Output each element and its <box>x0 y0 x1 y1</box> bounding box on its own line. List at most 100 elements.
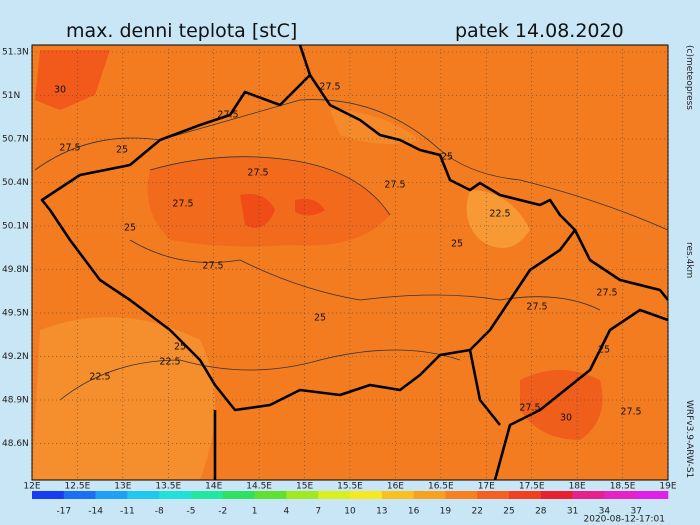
contour-label: 27.5 <box>217 110 238 121</box>
cool-area <box>330 110 420 144</box>
lon-label: 17E <box>478 482 495 492</box>
lat-label: 49.5N <box>2 309 29 319</box>
colorbar-swatch <box>159 491 192 499</box>
contour-label: 27.5 <box>172 199 193 210</box>
colorbar-label: 10 <box>344 507 356 517</box>
contour-label: 25 <box>314 313 326 324</box>
colorbar-label: 16 <box>408 507 420 517</box>
lat-label: 50.1N <box>2 222 29 232</box>
contour-label: 25 <box>124 223 136 234</box>
contour-label: 22.5 <box>89 372 110 383</box>
colorbar-swatch <box>63 491 96 499</box>
lat-label: 50.4N <box>2 178 29 188</box>
contour-label: 27.5 <box>384 180 405 191</box>
contour-label: 25 <box>174 342 186 353</box>
colorbar-label: 22 <box>471 507 482 517</box>
colorbar-swatch <box>477 491 510 499</box>
lon-label: 14.5E <box>246 482 272 492</box>
contour-label: 22.5 <box>159 357 180 368</box>
colorbar-label: -17 <box>56 507 71 517</box>
run-timestamp: 2020-08-12-17:01 <box>584 515 666 525</box>
lon-label: 16E <box>387 482 404 492</box>
lat-label: 51N <box>2 91 20 101</box>
colorbar-label: 1 <box>252 507 258 517</box>
contours <box>34 99 668 401</box>
lon-label: 19E <box>659 482 676 492</box>
lon-label: 18.5E <box>610 482 636 492</box>
hot-area <box>240 194 275 228</box>
colorbar-label: 34 <box>599 507 611 517</box>
lon-label: 13E <box>114 482 131 492</box>
copyright: (c)meteopress <box>684 45 694 110</box>
lon-label: 13.5E <box>155 482 181 492</box>
hot-area <box>295 198 325 216</box>
model-name: WRFv3.9-ARW-S1 <box>684 400 694 478</box>
contour-label: 25 <box>598 345 610 356</box>
contour-label: 25 <box>441 152 453 163</box>
colorbar-label: 31 <box>567 507 578 517</box>
contour-label: 27.5 <box>596 288 617 299</box>
lon-label: 16.5E <box>428 482 454 492</box>
colorbar-swatch <box>445 491 478 499</box>
colorbar-label: -8 <box>155 507 164 517</box>
colorbar-label: 28 <box>535 507 547 517</box>
colorbar-swatch <box>350 491 383 499</box>
contour-label: 25 <box>116 145 128 156</box>
cool-area <box>32 317 215 480</box>
colorbar-swatch <box>604 491 637 499</box>
contour-label: 22.5 <box>489 209 510 220</box>
lat-label: 49.2N <box>2 352 29 362</box>
lon-label: 14E <box>205 482 222 492</box>
contour-label: 30 <box>54 85 66 96</box>
cool-area <box>466 190 530 248</box>
map-date: patek 14.08.2020 <box>455 20 624 42</box>
contour-label: 27.5 <box>319 82 340 93</box>
lon-label: 12E <box>23 482 40 492</box>
colorbar-label: 13 <box>376 507 387 517</box>
lat-label: 48.6N <box>2 439 29 449</box>
colorbar-label: -5 <box>187 507 196 517</box>
colorbar-swatch <box>540 491 573 499</box>
contour-label: 25 <box>451 239 463 250</box>
warm-area <box>35 50 110 110</box>
lon-label: 12.5E <box>65 482 91 492</box>
lon-label: 18E <box>569 482 586 492</box>
lat-label: 49.8N <box>2 265 29 275</box>
contour-label: 27.5 <box>620 407 641 418</box>
colorbar-swatch <box>572 491 605 499</box>
resolution: res.4km <box>684 242 694 278</box>
colorbar-swatch <box>413 491 446 499</box>
colorbar-label: -14 <box>88 507 103 517</box>
colorbar-swatch <box>222 491 255 499</box>
colorbar-swatch <box>509 491 542 499</box>
colorbar-label: -11 <box>120 507 135 517</box>
contour-label: 27.5 <box>202 261 223 272</box>
colorbar-label: 7 <box>315 507 321 517</box>
colorbar-swatch <box>191 491 224 499</box>
lon-label: 15E <box>296 482 313 492</box>
colorbar-label: 4 <box>284 507 290 517</box>
lat-label: 50.7N <box>2 135 29 145</box>
contour-label: 27.5 <box>59 143 80 154</box>
lon-label: 17.5E <box>519 482 545 492</box>
colorbar-swatch <box>286 491 319 499</box>
warm-area <box>520 370 603 440</box>
colorbar-label: 25 <box>503 507 514 517</box>
colorbar-swatch <box>318 491 351 499</box>
contour-label: 30 <box>560 413 572 424</box>
country-borders <box>40 45 668 480</box>
colorbar-label: 37 <box>630 507 641 517</box>
colorbar-swatch <box>32 491 65 499</box>
contour-label: 27.5 <box>247 168 268 179</box>
colorbar-label: -2 <box>218 507 227 517</box>
lon-label: 15.5E <box>337 482 363 492</box>
lat-label: 48.9N <box>2 396 29 406</box>
colorbar-swatch <box>381 491 414 499</box>
map-title: max. denni teplota [stC] <box>66 20 297 42</box>
contour-label: 27.5 <box>526 302 547 313</box>
colorbar-swatch <box>636 491 669 499</box>
map-area <box>32 45 668 480</box>
lat-label: 51.3N <box>2 48 29 58</box>
contour-label: 27.5 <box>519 403 540 414</box>
